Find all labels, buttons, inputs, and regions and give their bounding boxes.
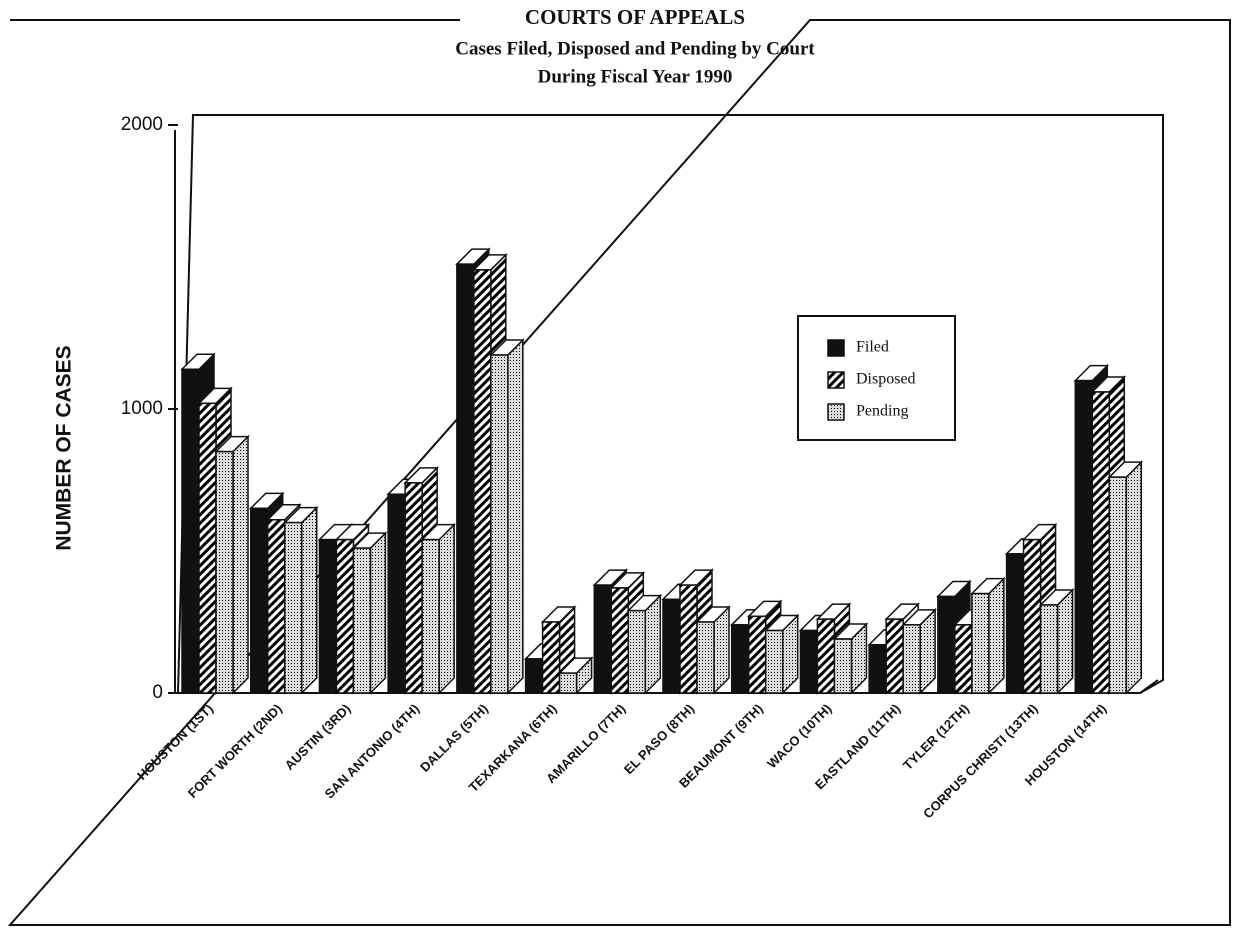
legend-box <box>797 315 956 441</box>
bar <box>1005 553 1025 694</box>
bar <box>696 621 715 694</box>
chart-subtitle: Cases Filed, Disposed and Pending by Cou… <box>455 38 815 59</box>
x-tick-label: WACO (10TH) <box>764 701 834 771</box>
legend-swatch <box>827 371 845 389</box>
bar <box>747 615 767 694</box>
legend-swatch <box>827 403 845 421</box>
bar <box>971 592 990 694</box>
bar <box>764 629 784 694</box>
bar <box>1108 476 1128 694</box>
bar <box>558 672 578 694</box>
bar <box>954 624 973 694</box>
bar <box>833 638 853 694</box>
legend: Filed Disposed Pending <box>797 315 956 441</box>
bar <box>318 538 338 694</box>
bar <box>885 618 904 694</box>
bar <box>335 538 355 694</box>
bar <box>387 493 406 694</box>
bar-side <box>232 434 249 695</box>
bar <box>679 584 698 694</box>
bar <box>215 450 234 694</box>
y-axis-label: NUMBER OF CASES <box>53 345 76 550</box>
bar-side <box>507 338 524 695</box>
legend-label: Filed <box>856 339 889 356</box>
bar-side <box>644 593 662 695</box>
bar <box>266 519 286 694</box>
x-tick-label: DALLAS (5TH) <box>417 701 491 775</box>
bar <box>352 547 372 694</box>
bar-side <box>438 522 455 695</box>
bar <box>421 538 440 694</box>
x-tick-label: CORPUS CHRISTI (13TH) <box>920 701 1040 821</box>
bar <box>902 624 921 694</box>
bar <box>283 521 303 694</box>
bar <box>662 598 681 694</box>
x-tick-label: TYLER (12TH) <box>900 701 972 773</box>
bar <box>404 482 423 694</box>
bar <box>627 609 647 694</box>
bar-side <box>1125 460 1143 695</box>
bar <box>799 629 819 694</box>
bar <box>593 584 613 694</box>
x-tick-label: EL PASO (8TH) <box>621 701 697 777</box>
legend-label: Pending <box>856 403 908 420</box>
bar <box>1091 391 1111 694</box>
bar-side <box>1056 588 1074 695</box>
y-tick-label: 1000 <box>121 398 163 419</box>
chart-title: COURTS OF APPEALS <box>525 5 745 29</box>
bar <box>473 269 492 694</box>
bar <box>1039 604 1059 694</box>
y-tick-label: 0 <box>152 682 163 703</box>
y-tick-label: 2000 <box>121 114 163 135</box>
bar <box>868 643 887 694</box>
bar <box>541 621 561 694</box>
bar <box>610 587 630 694</box>
bar-side <box>300 505 318 695</box>
bar <box>456 263 475 694</box>
bar <box>816 618 836 694</box>
legend-swatch <box>827 339 845 357</box>
bar <box>249 507 269 694</box>
x-tick-label: AUSTIN (3RD) <box>282 701 354 773</box>
chart-subtitle: During Fiscal Year 1990 <box>538 66 733 87</box>
legend-label: Disposed <box>856 371 916 388</box>
bar <box>1074 379 1094 694</box>
bar <box>730 624 750 694</box>
bar <box>490 354 509 694</box>
bar-side <box>988 576 1005 695</box>
bar <box>1022 538 1042 694</box>
bar-side <box>369 531 387 695</box>
bar <box>524 658 544 694</box>
bar <box>198 402 217 694</box>
bar <box>937 595 956 694</box>
bar <box>181 368 200 694</box>
plot-frame <box>177 114 1164 694</box>
